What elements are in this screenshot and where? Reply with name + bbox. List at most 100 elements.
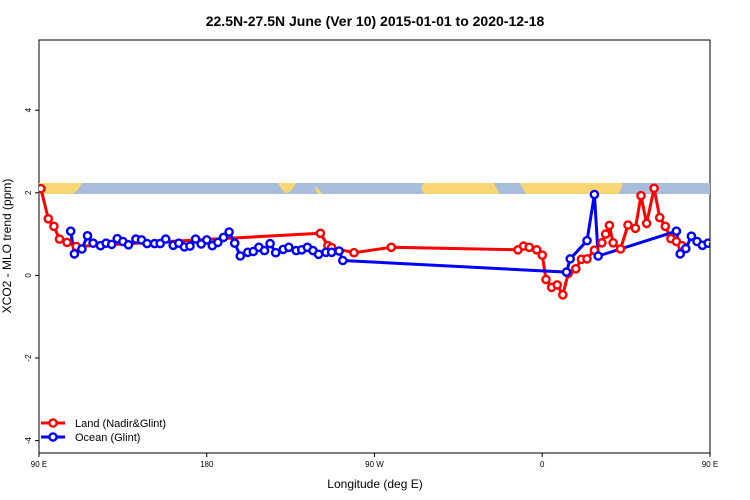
ocean-data-point [185, 241, 195, 251]
land-data-point [600, 229, 611, 239]
y-axis-label: XCO2 - MLO trend (ppm) [0, 179, 14, 314]
land-mexico [278, 183, 296, 194]
ocean-data-point [721, 240, 728, 247]
land-africa-asia [39, 183, 82, 194]
ocean-data-point [65, 226, 76, 236]
ocean-data-point [213, 237, 223, 248]
land-data-point [582, 254, 592, 264]
ocean-data-point [593, 251, 604, 261]
land-data-point [49, 221, 59, 232]
ocean-data-point [229, 238, 240, 248]
land-arabia [520, 183, 623, 194]
y-axis: -4 -2 0 2 4 [24, 107, 39, 444]
y-tick-label: -2 [24, 354, 33, 362]
land-data-point [604, 220, 615, 231]
land-legend-label: Land (Nadir&Glint) [75, 418, 166, 430]
ocean-data-point [686, 231, 697, 241]
ocean-data-point [703, 238, 710, 248]
land-data-point [43, 213, 54, 224]
land-data-point [630, 223, 641, 234]
y-tick-label: 2 [24, 190, 33, 195]
series-points [39, 183, 745, 300]
legend: Land (Nadir&Glint) Ocean (Glint) [41, 418, 166, 444]
land-data-point [623, 220, 633, 230]
ocean-data-point [218, 232, 229, 243]
ocean-data-point [681, 243, 691, 254]
ocean-data-point [326, 247, 337, 258]
chart-title: 22.5N-27.5N June (Ver 10) 2015-01-01 to … [206, 13, 545, 29]
ocean-data-point [727, 242, 734, 249]
land-data-point [660, 221, 671, 232]
ocean-data-point [313, 249, 324, 260]
land-data-point [524, 242, 535, 253]
x-tick-label: 180 [200, 460, 214, 469]
ocean-data-point [270, 247, 281, 258]
land-data-point [386, 242, 397, 253]
land-data-point [537, 250, 548, 260]
ocean-data-point [738, 238, 745, 245]
land-data-point [349, 247, 359, 258]
ocean-data-point [283, 242, 294, 253]
land-data-point [641, 218, 652, 229]
land-data-point [654, 212, 665, 223]
ocean-data-point [82, 230, 93, 241]
ocean-data-point [589, 189, 600, 200]
x-axis: 90 E 180 90 W 0 90 E [31, 453, 718, 469]
ocean-data-point [671, 226, 682, 236]
land-data-point [62, 237, 72, 248]
ocean-data-point [565, 254, 576, 264]
ocean-data-point [334, 246, 344, 256]
land-data-point [636, 190, 646, 201]
ocean-data-point [224, 227, 234, 237]
ocean-data-point [259, 245, 270, 256]
x-tick-label: 90 W [365, 460, 384, 469]
land-series-line [39, 186, 683, 297]
y-tick-label: 0 [24, 273, 33, 278]
ocean-data-point [561, 267, 572, 277]
ocean-legend-label: Ocean (Glint) [75, 432, 140, 444]
ocean-data-point [265, 238, 275, 249]
ocean-data-point [142, 238, 152, 249]
land-data-point [541, 274, 551, 285]
ocean-data-point [160, 234, 171, 244]
x-axis-label: Longitude (deg E) [327, 477, 422, 491]
ocean-data-point [190, 234, 201, 244]
land-florida [315, 186, 322, 194]
land-data-point [615, 244, 626, 254]
ocean-series-line [69, 193, 710, 274]
x-tick-label: 0 [540, 460, 545, 469]
ocean-data-point [708, 241, 710, 248]
ocean-data-point [201, 235, 212, 245]
ocean-data-point [77, 244, 87, 254]
land-legend-marker [48, 418, 58, 428]
land-data-point [571, 263, 581, 274]
ocean-data-point [337, 255, 348, 266]
land-data-point [558, 289, 568, 300]
land-data-point [608, 237, 618, 248]
ocean-band [39, 183, 710, 194]
land-data-point [315, 228, 326, 239]
land-data-point [531, 244, 542, 255]
land-data-point [39, 183, 46, 194]
land-data-point [649, 183, 659, 194]
ocean-data-point [716, 236, 723, 243]
land-sahara [421, 183, 500, 194]
map-strip [39, 183, 710, 194]
land-data-point [552, 280, 563, 290]
ocean-data-point [123, 239, 134, 250]
ocean-data-point [88, 238, 98, 248]
ocean-data-point [69, 249, 80, 259]
ocean-data-point [235, 251, 246, 261]
x-tick-label: 90 E [31, 460, 47, 469]
y-tick-label: -4 [24, 437, 33, 445]
x-tick-label: 90 E [702, 460, 718, 469]
ocean-data-point [733, 236, 740, 243]
land-data-point [597, 237, 607, 248]
ocean-data-point [582, 235, 592, 246]
ocean-data-point [106, 239, 117, 250]
ocean-data-point [675, 249, 686, 259]
plot-area [38, 39, 711, 454]
land-data-point [54, 234, 65, 244]
ocean-legend-marker [48, 432, 58, 442]
